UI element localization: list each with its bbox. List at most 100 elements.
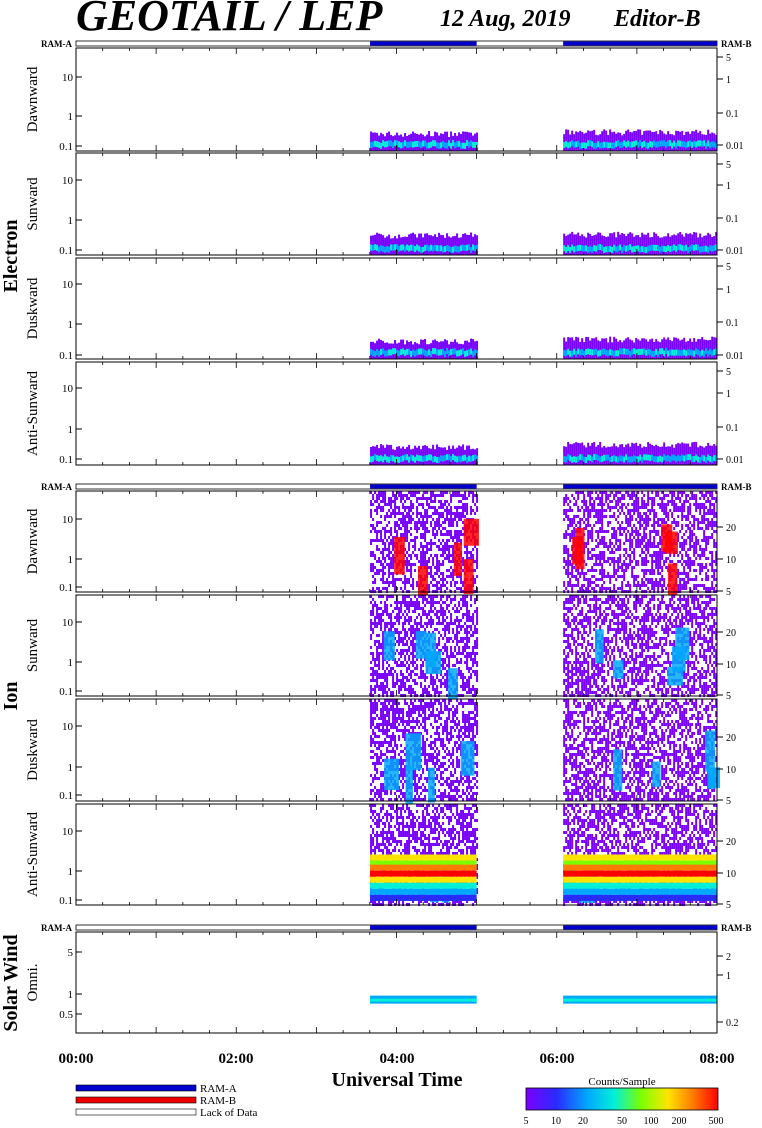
spectrogram-cell [637,235,640,255]
spectrogram-cell [446,142,449,149]
spectrogram-cell [569,607,572,610]
spectrogram-cell [460,607,463,610]
spectrogram-cell [609,521,612,524]
spectrogram-cell [653,554,656,557]
spectrogram-cell [679,584,682,587]
spectrogram-cell [571,350,574,357]
spectrogram-cell [438,649,441,652]
spectrogram-cell [697,140,700,147]
spectrogram-cell [464,646,467,649]
spectrogram-cell [677,554,680,557]
spectrogram-cell [711,527,714,530]
spectrogram-cell [398,637,401,640]
spectrogram-cell [577,601,580,604]
spectrogram-cell [581,500,584,503]
spectrogram-cell [713,545,716,548]
spectrogram-cell [601,245,604,252]
spectrogram-cell [468,619,471,622]
spectrogram-cell [569,521,572,524]
spectrogram-cell [374,491,377,494]
spectrogram-cell [380,569,383,572]
spectrogram-cell [711,521,714,524]
spectrogram-cell [414,494,417,497]
spectrogram-cell [669,140,672,147]
spectrogram-cell [707,500,710,503]
spectrogram-cell [384,560,387,563]
spectrogram-cell [422,246,425,253]
spectrogram-cell [587,533,590,536]
spectrogram-cell [567,337,570,359]
spectrogram-cell [472,634,475,637]
spectrogram-cell [669,509,672,512]
spectrogram-cell [615,338,618,359]
spectrogram-cell [653,539,656,542]
spectrogram-cell [711,560,714,563]
spectrogram-cell [627,521,630,524]
spectrogram-cell [565,500,568,503]
spectrogram-cell [713,349,716,356]
spectrogram-cell [713,141,716,148]
spectrogram-cell [631,348,634,355]
spectrogram-cell [633,554,636,557]
spectrogram-cell [386,610,389,613]
spectrogram-cell [466,601,469,604]
spectrogram-cell [611,551,614,554]
spectrogram-cell [591,587,594,590]
spectrogram-cell [386,236,389,255]
spectrogram-cell [695,494,698,497]
spectrogram-cell [448,560,451,563]
spectrogram-cell [669,349,672,356]
spectrogram-cell [390,515,393,518]
spectrogram-cell [460,598,463,601]
spectrogram-cell [462,676,465,679]
spectrogram-cell [705,506,708,509]
spectrogram-cell [613,533,616,536]
spectrogram-cell [410,569,413,572]
spectrogram-cell [416,512,419,515]
spectrogram-cell [563,545,566,548]
spectrogram-cell [452,652,455,655]
spectrogram-cell [651,141,654,148]
spectrogram-cell [691,349,694,356]
spectrogram-cell [567,503,570,506]
spectrogram-cell [571,518,574,521]
spectrogram-cell [595,234,598,255]
spectrogram-cell [689,566,692,569]
spectrogram-cell [677,515,680,518]
spectrogram-cell [687,494,690,497]
spectrogram-cell [605,349,608,356]
spectrogram-cell [424,595,427,598]
spectrogram-cell [699,545,702,548]
spectrogram-cell [639,539,642,542]
spectrogram-cell [384,581,387,584]
spectrogram-cell [623,348,626,355]
spectrogram-cell [645,339,648,359]
spectrogram-cell [679,231,682,255]
spectrogram-cell [653,545,656,548]
spectrogram-cell [563,533,566,536]
spectrogram-cell [667,557,670,560]
spectrogram-cell [565,545,568,548]
spectrogram-cell [711,503,714,506]
spectrogram-cell [426,233,429,255]
spectrogram-cell [422,527,425,530]
spectrogram-cell [418,607,421,610]
spectrogram-cell [607,236,610,255]
spectrogram-cell [575,524,578,527]
spectrogram-cell [404,454,407,461]
spectrogram-cell [458,539,461,542]
spectrogram-cell [392,563,395,566]
spectrogram-cell [593,563,596,566]
spectrogram-cell [603,515,606,518]
spectrogram-cell [587,521,590,524]
spectrogram-cell [444,631,447,634]
spectrogram-cell [372,587,375,590]
spectrogram-cell [394,661,397,664]
spectrogram-cell [685,587,688,590]
spectrogram-cell [689,233,692,255]
spectrogram-cell [414,569,417,572]
spectrogram-cell [637,521,640,524]
spectrogram-cell [400,649,403,652]
spectrogram-cell [573,443,576,465]
spectrogram-cell [657,551,660,554]
